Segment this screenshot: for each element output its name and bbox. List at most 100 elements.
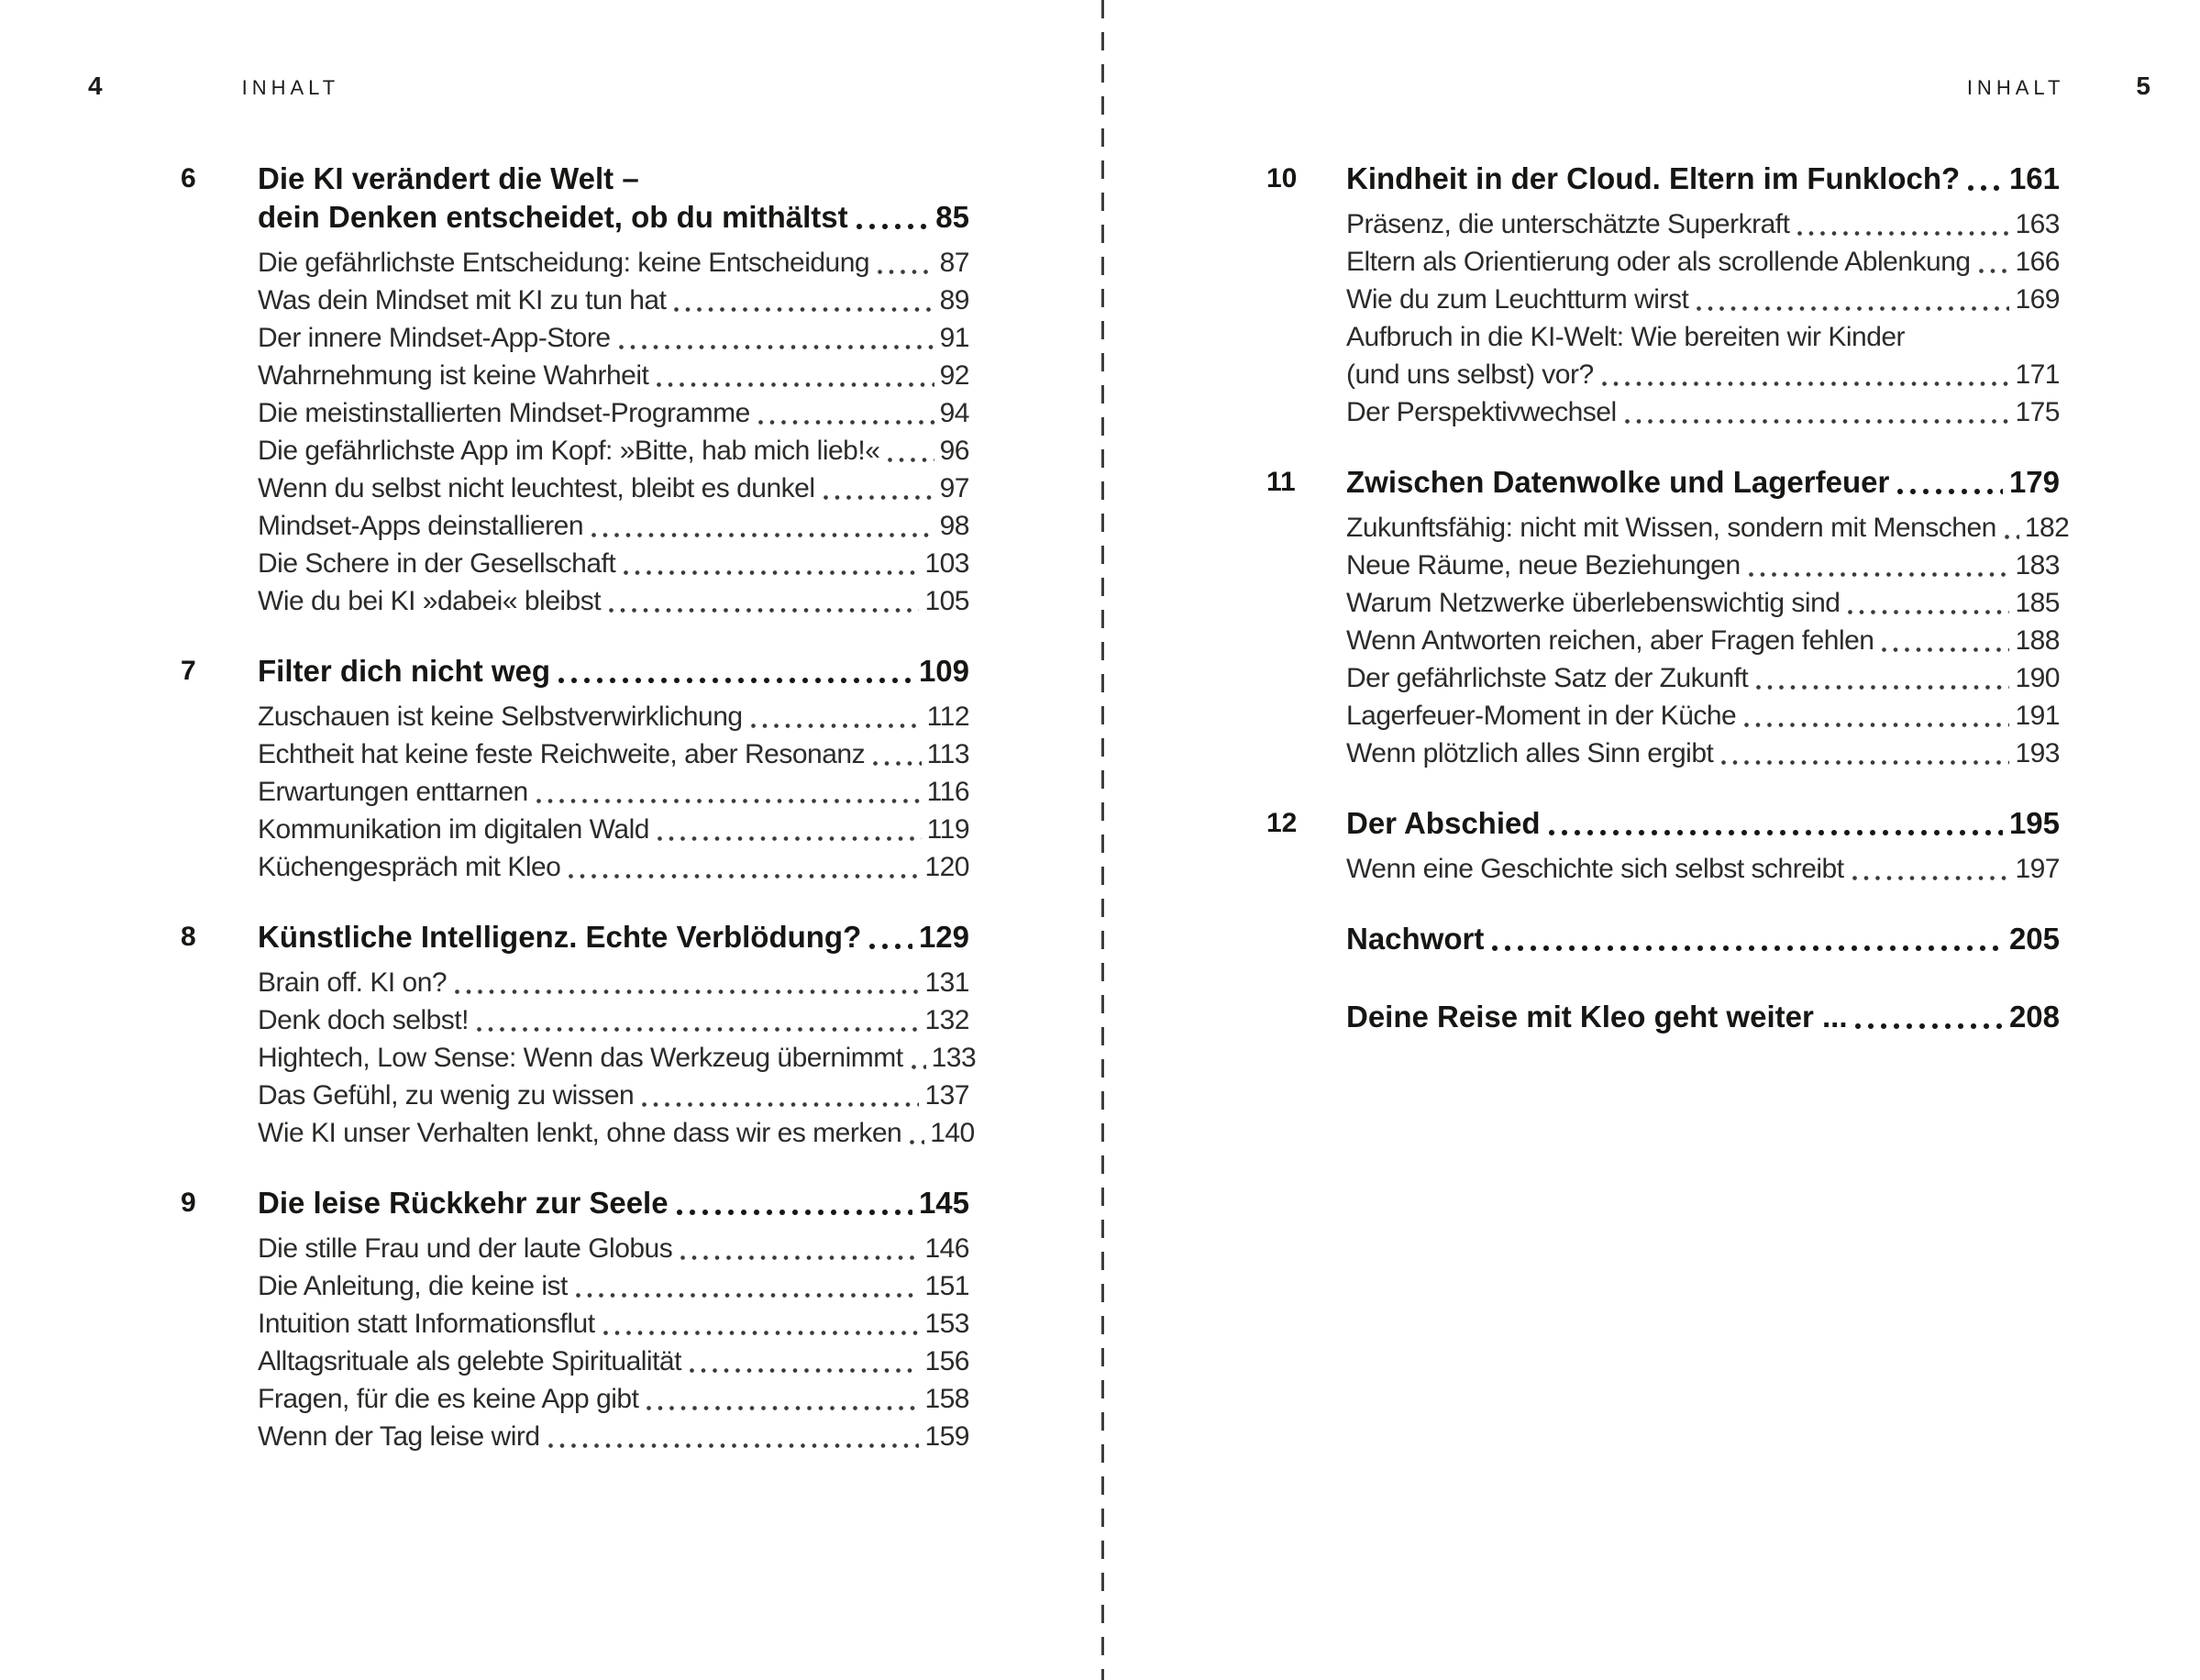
dot-leader bbox=[1978, 269, 2010, 273]
dot-leader bbox=[618, 345, 934, 349]
dot-leader bbox=[1848, 610, 2010, 614]
chapter-title: Zwischen Datenwolke und Lagerfeuer 179 bbox=[1346, 463, 2060, 502]
entry-title: Wenn eine Geschichte sich selbst schreib… bbox=[1346, 854, 1844, 884]
entry-page-number: 87 bbox=[939, 248, 970, 278]
dot-leader bbox=[647, 1406, 920, 1410]
dot-leader bbox=[888, 458, 934, 462]
dot-leader bbox=[869, 944, 912, 949]
chapter-body: Künstliche Intelligenz. Echte Verblödung… bbox=[258, 918, 977, 1152]
entry-page-number: 89 bbox=[939, 285, 970, 315]
chapter-number: 6 bbox=[181, 163, 196, 193]
chapter-body: Zwischen Datenwolke und Lagerfeuer 179 Zu… bbox=[1346, 463, 2070, 772]
toc-entry-line: Echtheit hat keine feste Reichweite, abe… bbox=[258, 735, 970, 773]
toc-entry-line: Wahrnehmung ist keine Wahrheit 92 bbox=[258, 357, 970, 394]
entry-page-number: 188 bbox=[2015, 625, 2060, 656]
chapter-number: 7 bbox=[181, 656, 196, 686]
chapter-title-line: dein Denken entscheidet, ob du mithältst… bbox=[258, 198, 969, 237]
entry-page-number: 197 bbox=[2015, 854, 2060, 884]
entry-page-number: 91 bbox=[939, 323, 970, 353]
dot-leader bbox=[558, 678, 912, 683]
dot-leader bbox=[1697, 306, 2010, 311]
entry-title: Wie du zum Leuchtturm wirst bbox=[1346, 284, 1689, 315]
toc-entry-line: (und uns selbst) vor? 171 bbox=[1346, 356, 2060, 393]
chapter-title-line: Die leise Rückkehr zur Seele 145 bbox=[258, 1184, 969, 1222]
entry-title: Wenn der Tag leise wird bbox=[258, 1421, 540, 1452]
dot-leader bbox=[1721, 760, 2010, 765]
page-left-header: 4 INHALT bbox=[0, 0, 1100, 101]
chapter-body: Kindheit in der Cloud. Eltern im Funkloc… bbox=[1346, 160, 2060, 431]
entry-title: Wie KI unser Verhalten lenkt, ohne dass … bbox=[258, 1118, 902, 1148]
chapter-page-number: 161 bbox=[2008, 161, 2060, 195]
chapter-title-text: Zwischen Datenwolke und Lagerfeuer bbox=[1346, 465, 1890, 499]
chapter-title-line: Filter dich nicht weg 109 bbox=[258, 652, 969, 691]
entry-page-number: 137 bbox=[924, 1080, 969, 1111]
chapter-title: Kindheit in der Cloud. Eltern im Funkloc… bbox=[1346, 160, 2060, 198]
chapter-entries: Wenn eine Geschichte sich selbst schreib… bbox=[1346, 850, 2060, 888]
dot-leader bbox=[1744, 723, 2010, 727]
chapter-title-text: Deine Reise mit Kleo geht weiter ... bbox=[1346, 1000, 1848, 1033]
right-running-head: INHALT bbox=[1966, 76, 2065, 99]
chapter-title: Deine Reise mit Kleo geht weiter ... 208 bbox=[1346, 998, 2060, 1036]
toc-entry-line: Wenn du selbst nicht leuchtest, bleibt e… bbox=[258, 470, 970, 507]
chapter-title-line: Deine Reise mit Kleo geht weiter ... 208 bbox=[1346, 998, 2060, 1036]
toc-chapter: 6 Die KI verändert die Welt – dein Denken… bbox=[181, 160, 970, 620]
dot-leader bbox=[1601, 381, 2010, 386]
toc-chapter: Nachwort 205 bbox=[1266, 920, 2060, 966]
dot-leader bbox=[1968, 185, 2003, 191]
dot-leader bbox=[1855, 1023, 2003, 1029]
dot-leader bbox=[1748, 572, 2010, 577]
page-left: 4 INHALT 6 Die KI verändert die Welt – de… bbox=[0, 0, 1100, 1452]
entry-title: Die gefährlichste Entscheidung: keine En… bbox=[258, 248, 870, 278]
entry-page-number: 133 bbox=[931, 1043, 977, 1073]
dot-leader bbox=[1897, 489, 2003, 494]
chapter-page-number: 109 bbox=[918, 654, 969, 688]
entry-page-number: 169 bbox=[2015, 284, 2060, 315]
toc-entry-line: Wie du zum Leuchtturm wirst 169 bbox=[1346, 281, 2060, 318]
chapter-entries: Zuschauen ist keine Selbstverwirklichung… bbox=[258, 698, 970, 886]
entry-title: Erwartungen enttarnen bbox=[258, 777, 528, 807]
dot-leader bbox=[575, 1293, 920, 1298]
dot-leader bbox=[689, 1368, 920, 1373]
chapter-page-number: 85 bbox=[935, 200, 969, 234]
chapter-title: Filter dich nicht weg 109 bbox=[258, 652, 969, 691]
entry-title: Zukunftsfähig: nicht mit Wissen, sondern… bbox=[1346, 513, 1996, 543]
entry-title: Kommunikation im digitalen Wald bbox=[258, 814, 649, 845]
dot-leader bbox=[547, 1443, 920, 1448]
dot-leader bbox=[657, 836, 922, 841]
entry-page-number: 146 bbox=[924, 1233, 969, 1264]
toc-entry-line: Das Gefühl, zu wenig zu wissen 137 bbox=[258, 1077, 969, 1114]
entry-page-number: 175 bbox=[2015, 397, 2060, 427]
entry-title: Präsenz, die unterschätzte Superkraft bbox=[1346, 209, 1790, 239]
chapter-title-text: Die KI verändert die Welt – bbox=[258, 161, 639, 195]
entry-page-number: 131 bbox=[924, 967, 969, 998]
chapter-title: Künstliche Intelligenz. Echte Verblödung… bbox=[258, 918, 969, 956]
chapter-title-line: Künstliche Intelligenz. Echte Verblödung… bbox=[258, 918, 969, 956]
toc-entry-line: Präsenz, die unterschätzte Superkraft 163 bbox=[1346, 205, 2060, 243]
entry-title: Lagerfeuer-Moment in der Küche bbox=[1346, 701, 1737, 731]
entry-page-number: 98 bbox=[939, 511, 970, 541]
entry-title: Brain off. KI on? bbox=[258, 967, 448, 998]
entry-page-number: 166 bbox=[2015, 247, 2060, 277]
entry-title: Mindset-Apps deinstallieren bbox=[258, 511, 584, 541]
entry-page-number: 112 bbox=[926, 702, 970, 732]
chapter-body: Die KI verändert die Welt – dein Denken e… bbox=[258, 160, 970, 620]
chapter-title: Die leise Rückkehr zur Seele 145 bbox=[258, 1184, 969, 1222]
toc-entry-line: Küchengespräch mit Kleo 120 bbox=[258, 848, 969, 886]
entry-title: Aufbruch in die KI-Welt: Wie bereiten wi… bbox=[1346, 322, 1906, 352]
entry-page-number: 190 bbox=[2015, 663, 2060, 693]
chapter-title-line: Nachwort 205 bbox=[1346, 920, 2060, 958]
toc-entry-line: Eltern als Orientierung oder als scrolle… bbox=[1346, 243, 2060, 281]
dot-leader bbox=[603, 1331, 920, 1335]
chapter-body: Der Abschied 195 Wenn eine Geschichte sic… bbox=[1346, 804, 2060, 888]
toc-entry-line: Wie du bei KI »dabei« bleibst 105 bbox=[258, 582, 969, 620]
entry-title: Die meistinstallierten Mindset-Programme bbox=[258, 398, 750, 428]
chapter-title-text: Nachwort bbox=[1346, 922, 1485, 956]
toc-entry-line: Zuschauen ist keine Selbstverwirklichung… bbox=[258, 698, 970, 735]
toc-entry-line: Die gefährlichste Entscheidung: keine En… bbox=[258, 244, 970, 282]
chapter-entries: Brain off. KI on? 131 Denk doch selbst! 132… bbox=[258, 964, 977, 1152]
toc-entry-line: Neue Räume, neue Beziehungen 183 bbox=[1346, 547, 2060, 584]
dot-leader bbox=[1624, 419, 2010, 424]
toc-entry-line: Wie KI unser Verhalten lenkt, ohne dass … bbox=[258, 1114, 975, 1152]
entry-title: Der gefährlichste Satz der Zukunft bbox=[1346, 663, 1749, 693]
